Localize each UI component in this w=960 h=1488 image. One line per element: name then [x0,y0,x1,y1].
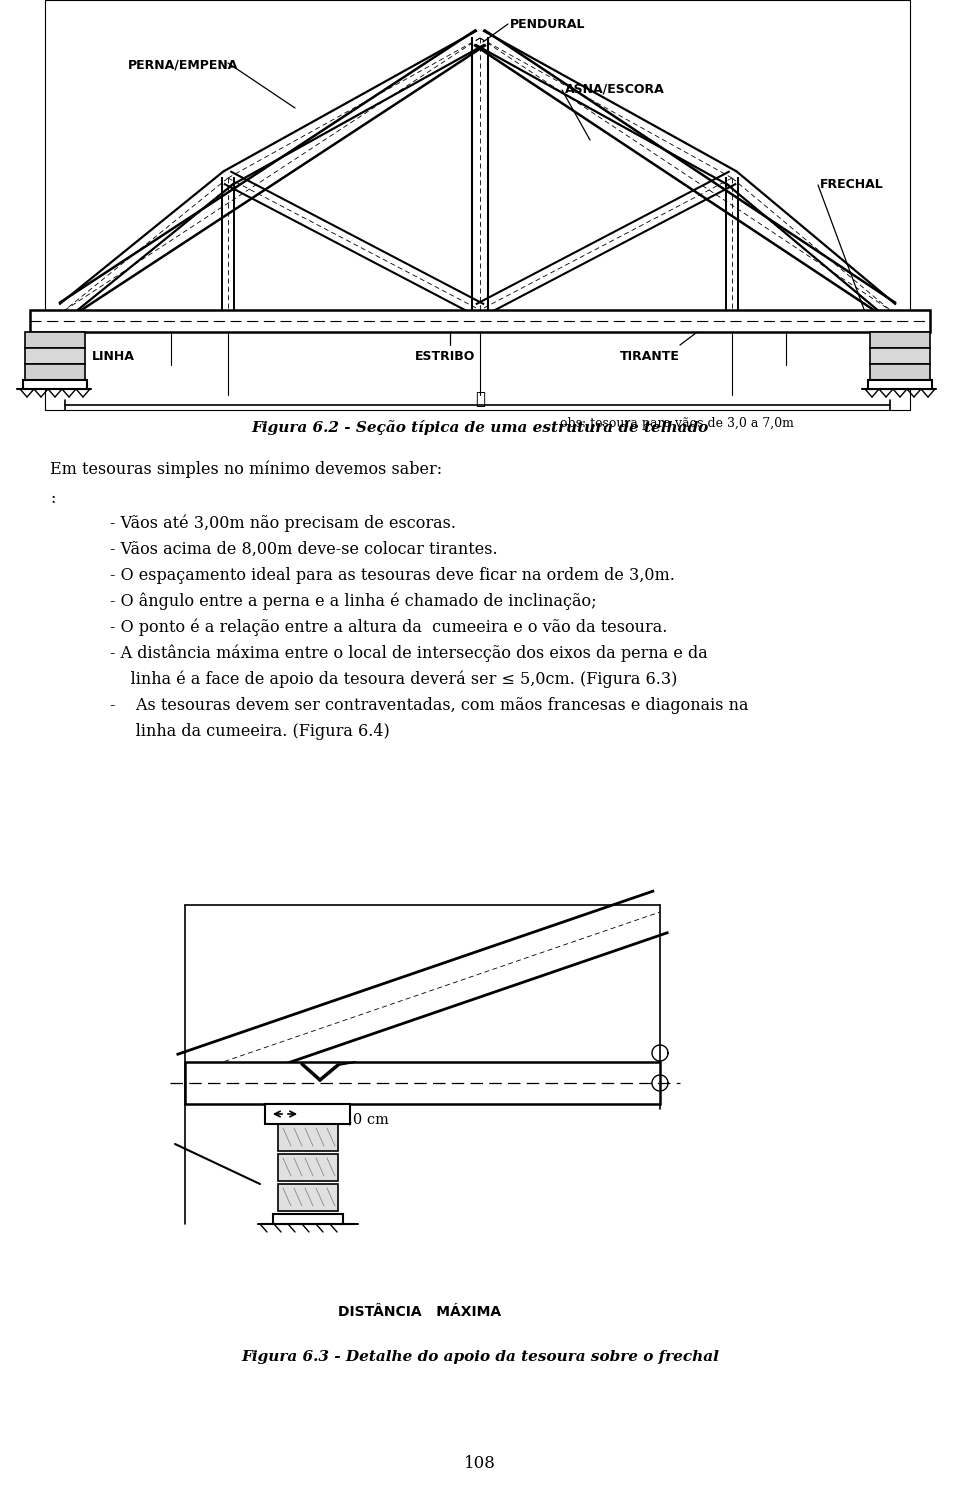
Bar [185,1062,660,1104]
Bar [265,1104,350,1123]
Text: PENDURAL: PENDURAL [510,18,586,31]
Text: Figura 6.2 - Seção típica de uma estrutura de telhado: Figura 6.2 - Seção típica de uma estrutu… [252,420,708,434]
Text: linha é a face de apoio da tesoura deverá ser ≤ 5,0cm. (Figura 6.3): linha é a face de apoio da tesoura dever… [110,671,678,689]
Bar [870,348,930,365]
Text: ℓ: ℓ [475,391,485,408]
Text: linha da cumeeira. (Figura 6.4): linha da cumeeira. (Figura 6.4) [110,723,390,740]
Text: - O espaçamento ideal para as tesouras deve ficar na ordem de 3,0m.: - O espaçamento ideal para as tesouras d… [110,567,675,583]
Text: FRECHAL: FRECHAL [820,179,884,190]
Text: - Vãos até 3,00m não precisam de escoras.: - Vãos até 3,00m não precisam de escoras… [110,515,456,533]
Text: obs: tesoura para vãos de 3,0 a 7,0m: obs: tesoura para vãos de 3,0 a 7,0m [560,417,794,430]
Text: - O ângulo entre a perna e a linha é chamado de inclinação;: - O ângulo entre a perna e a linha é cha… [110,594,596,610]
Text: - Vãos acima de 8,00m deve-se colocar tirantes.: - Vãos acima de 8,00m deve-se colocar ti… [110,542,497,558]
Text: TIRANTE: TIRANTE [620,350,680,363]
Text: LINHA: LINHA [92,350,134,363]
Text: Figura 6.3 - Detalhe do apoio da tesoura sobre o frechal: Figura 6.3 - Detalhe do apoio da tesoura… [241,1350,719,1364]
Bar [25,332,85,348]
Text: ASNA/ESCORA: ASNA/ESCORA [565,83,664,97]
Bar [23,379,87,388]
Bar [30,310,930,332]
Bar [870,365,930,379]
Bar [273,1214,343,1225]
Bar [278,1123,338,1152]
Text: - A distância máxima entre o local de intersecção dos eixos da perna e da: - A distância máxima entre o local de in… [110,644,708,662]
Bar [278,1155,338,1181]
Bar [870,332,930,348]
Text: d ≤ 5,0 cm: d ≤ 5,0 cm [308,1112,389,1126]
Bar [25,348,85,365]
Bar [868,379,932,388]
Bar [25,365,85,379]
Text: PERNA/EMPENA: PERNA/EMPENA [128,58,238,71]
Text: Em tesouras simples no mínimo devemos saber:: Em tesouras simples no mínimo devemos sa… [50,460,443,478]
Text: - O ponto é a relação entre a altura da  cumeeira e o vão da tesoura.: - O ponto é a relação entre a altura da … [110,619,667,637]
Bar [278,1184,338,1211]
Text: -    As tesouras devem ser contraventadas, com mãos francesas e diagonais na: - As tesouras devem ser contraventadas, … [110,696,749,714]
Text: :: : [50,490,56,507]
Text: DISTÂNCIA   MÁXIMA: DISTÂNCIA MÁXIMA [339,1305,501,1318]
Text: 108: 108 [464,1455,496,1472]
Text: ESTRIBO: ESTRIBO [415,350,475,363]
